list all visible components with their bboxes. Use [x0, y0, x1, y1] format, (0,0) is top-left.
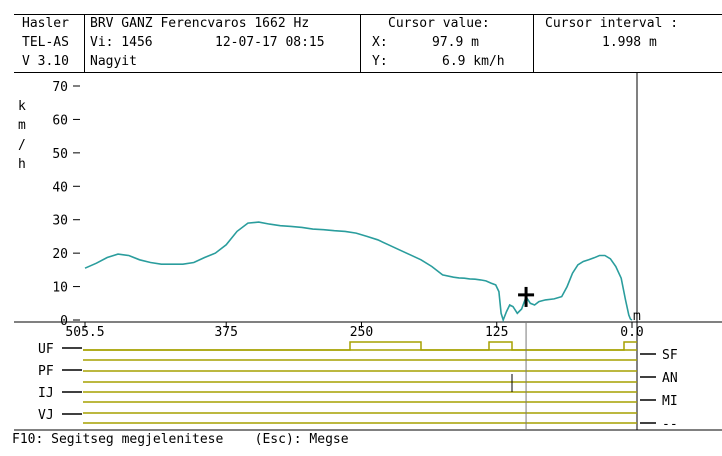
signal-label-left: IJ [38, 386, 54, 401]
y-tick-label: 10 [52, 281, 68, 296]
y-axis-unit-k: k [18, 99, 26, 114]
cursor-interval-value: 1.998 m [602, 35, 657, 50]
signal-uf-trace [83, 341, 637, 351]
y-axis-unit-slash: / [18, 138, 26, 153]
header-divider [360, 14, 361, 72]
speed-series-line [84, 221, 633, 323]
x-tick-label: 505.5 [65, 325, 104, 340]
header-divider [533, 14, 534, 72]
y-tick-label: 30 [52, 214, 68, 229]
cursor-x-value: 97.9 m [432, 35, 479, 50]
signal-label-left: UF [38, 342, 54, 357]
status-bar: F10: Segitseg megjelenitese (Esc): Megse [12, 432, 349, 447]
x-tick-label: 0.0 [620, 325, 643, 340]
record-title: BRV GANZ Ferencvaros 1662 Hz [90, 16, 310, 31]
x-tick-label: 125 [485, 325, 508, 340]
signal-label-right: MI [662, 394, 678, 409]
cursor-y-label: Y: [372, 54, 388, 69]
x-tick-label: 250 [350, 325, 373, 340]
x-tick-label: 375 [214, 325, 237, 340]
header-top-border [14, 14, 722, 15]
x-axis-unit: m [633, 309, 641, 324]
signal-label-left: VJ [38, 408, 54, 423]
zoom-mode: Nagyit [90, 54, 137, 69]
y-axis-unit-m: m [18, 118, 26, 133]
cursor-x-label: X: [372, 35, 388, 50]
help-hint: F10: Segitseg megjelenitese [12, 432, 224, 447]
signal-label-right: -- [662, 417, 678, 432]
y-tick-label: 50 [52, 147, 68, 162]
signal-label-right: AN [662, 371, 678, 386]
y-tick-label: 70 [52, 80, 68, 95]
device-name: TEL-AS [22, 35, 69, 50]
y-tick-label: 20 [52, 247, 68, 262]
cursor-interval-title: Cursor interval : [545, 16, 679, 31]
software-version: V 3.10 [22, 54, 69, 69]
y-tick-label: 0 [60, 314, 68, 329]
cursor-value-title: Cursor value: [388, 16, 490, 31]
signal-label-right: SF [662, 348, 678, 363]
header-bottom-border [14, 72, 722, 73]
record-vi: Vi: 1456 [90, 35, 153, 50]
y-axis-unit-h: h [18, 157, 26, 172]
y-tick-label: 60 [52, 113, 68, 128]
vendor-name: Hasler [22, 16, 69, 31]
header-panel: Hasler TEL-AS V 3.10 BRV GANZ Ferencvaro… [0, 0, 722, 73]
record-datetime: 12-07-17 08:15 [215, 35, 325, 50]
y-tick-label: 40 [52, 180, 68, 195]
cursor-y-value: 6.9 km/h [442, 54, 505, 69]
header-divider [84, 14, 85, 72]
escape-hint: (Esc): Megse [254, 432, 349, 447]
signal-label-left: PF [38, 364, 54, 379]
